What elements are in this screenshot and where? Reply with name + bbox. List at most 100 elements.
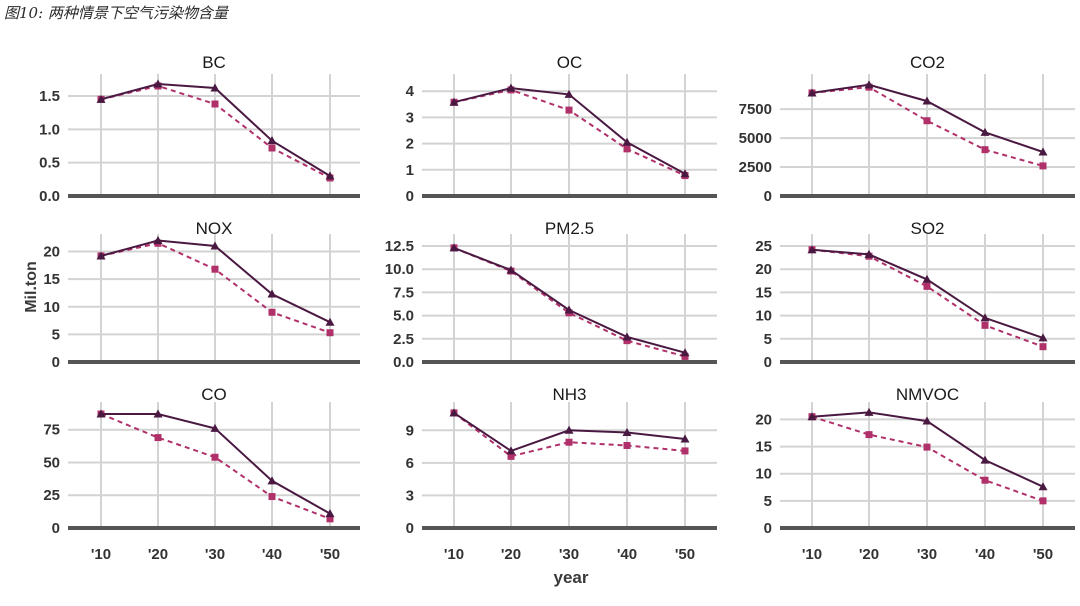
data-point-triangle: [807, 88, 817, 97]
data-point-triangle: [680, 348, 690, 357]
data-point-triangle: [96, 251, 106, 260]
y-tick-label: 2500: [739, 159, 772, 176]
y-tick-label: 1.0: [39, 121, 60, 138]
panel-title: OC: [557, 53, 583, 72]
data-point-triangle: [449, 97, 459, 106]
y-tick-label: 0.0: [39, 188, 60, 205]
data-point-triangle: [267, 289, 277, 298]
y-tick-label: 5: [764, 493, 772, 510]
data-point-triangle: [449, 243, 459, 252]
data-point-square: [211, 453, 219, 461]
data-point-square: [623, 337, 631, 345]
data-point-square: [268, 493, 276, 501]
panel-nh3: NH3 0 3 6 9 '10 '20 '30 '40 '50: [406, 385, 717, 563]
y-tick-label: 25: [755, 238, 772, 255]
panel-title: SO2: [910, 219, 944, 238]
data-point-triangle: [1038, 482, 1048, 491]
y-tick-label: 20: [755, 411, 772, 428]
data-point-triangle: [96, 409, 106, 418]
data-point-triangle: [1038, 147, 1048, 156]
y-tick-label: 12.5: [385, 238, 414, 255]
y-tick-label: 0: [52, 354, 60, 371]
data-point-triangle: [807, 412, 817, 421]
data-point-triangle: [980, 313, 990, 322]
y-tick-label: 0: [764, 188, 772, 205]
panel-nox: NOX 0 5 10 15 20: [43, 219, 360, 371]
y-tick-label: 5000: [739, 130, 772, 147]
data-point-square: [268, 144, 276, 152]
data-point-square: [326, 515, 334, 523]
data-point-square: [154, 434, 162, 442]
y-tick-label: 5: [764, 331, 772, 348]
data-point-square: [211, 265, 219, 273]
y-tick-label: 15: [755, 439, 772, 456]
data-point-triangle: [325, 317, 335, 326]
x-tick-label: '40: [262, 546, 282, 563]
x-tick-label: '20: [148, 546, 168, 563]
y-tick-label: 10: [755, 466, 772, 483]
data-point-square: [565, 106, 573, 114]
data-point-triangle: [622, 137, 632, 146]
data-point-triangle: [980, 127, 990, 136]
panel-oc: OC 0 1 2 3 4: [406, 53, 717, 205]
panel-title: CO: [201, 385, 227, 404]
panel-title: NH3: [552, 385, 586, 404]
data-point-triangle: [622, 427, 632, 436]
panel-so2: SO2 0 5 10 15 20 25: [755, 219, 1075, 371]
y-tick-label: 6: [406, 455, 414, 472]
panel-co: CO 0 25 50 75 '10 '20 '30 '40 '50: [43, 385, 360, 563]
y-tick-label: 9: [406, 422, 414, 439]
data-point-square: [623, 145, 631, 153]
figure-title: 图10: 两种情景下空气污染物含量: [4, 4, 228, 22]
y-tick-label: 10: [755, 308, 772, 325]
y-tick-label: 0: [764, 354, 772, 371]
y-tick-label: 15: [755, 284, 772, 301]
data-point-square: [923, 117, 931, 125]
y-tick-label: 25: [43, 487, 60, 504]
data-point-triangle: [564, 89, 574, 98]
data-point-triangle: [210, 83, 220, 92]
x-tick-label: '40: [617, 546, 637, 563]
x-tick-label: '10: [91, 546, 111, 563]
y-tick-label: 15: [43, 271, 60, 288]
data-point-triangle: [564, 425, 574, 434]
data-point-triangle: [210, 423, 220, 432]
y-tick-label: 10.0: [385, 261, 414, 278]
data-point-square: [211, 100, 219, 108]
data-point-triangle: [864, 249, 874, 258]
panel-bc: BC 0.0 0.5 1.0 1.5: [39, 53, 360, 205]
data-point-triangle: [1038, 333, 1048, 342]
y-tick-label: 3: [406, 109, 414, 126]
data-point-triangle: [622, 332, 632, 341]
y-tick-label: 5.0: [393, 308, 414, 325]
data-point-square: [507, 452, 515, 460]
panel-nmvoc: NMVOC 0 5 10 15 20 '10 '20 '30 '40 '50: [755, 385, 1075, 563]
data-point-triangle: [506, 83, 516, 92]
panel-title: PM2.5: [545, 219, 594, 238]
y-tick-label: 75: [43, 422, 60, 439]
data-point-square: [1039, 497, 1047, 505]
data-point-triangle: [864, 80, 874, 89]
x-tick-label: '50: [675, 546, 695, 563]
data-point-square: [565, 438, 573, 446]
data-point-triangle: [267, 136, 277, 145]
data-point-triangle: [153, 79, 163, 88]
panel-title: CO2: [910, 53, 945, 72]
y-tick-label: 7500: [739, 101, 772, 118]
data-point-square: [681, 352, 689, 360]
y-tick-label: 0: [406, 188, 414, 205]
data-point-square: [326, 329, 334, 337]
series-line-dashed: [811, 86, 1044, 167]
data-point-triangle: [267, 476, 277, 485]
data-point-triangle: [922, 96, 932, 105]
x-tick-label: '30: [559, 546, 579, 563]
data-point-triangle: [922, 416, 932, 425]
y-tick-label: 7.5: [393, 284, 414, 301]
panel-title: BC: [202, 53, 226, 72]
series-line-dashed: [453, 412, 686, 458]
data-point-square: [1039, 162, 1047, 170]
x-tick-label: '20: [501, 546, 521, 563]
y-tick-label: 0: [406, 520, 414, 537]
data-point-triangle: [153, 235, 163, 244]
